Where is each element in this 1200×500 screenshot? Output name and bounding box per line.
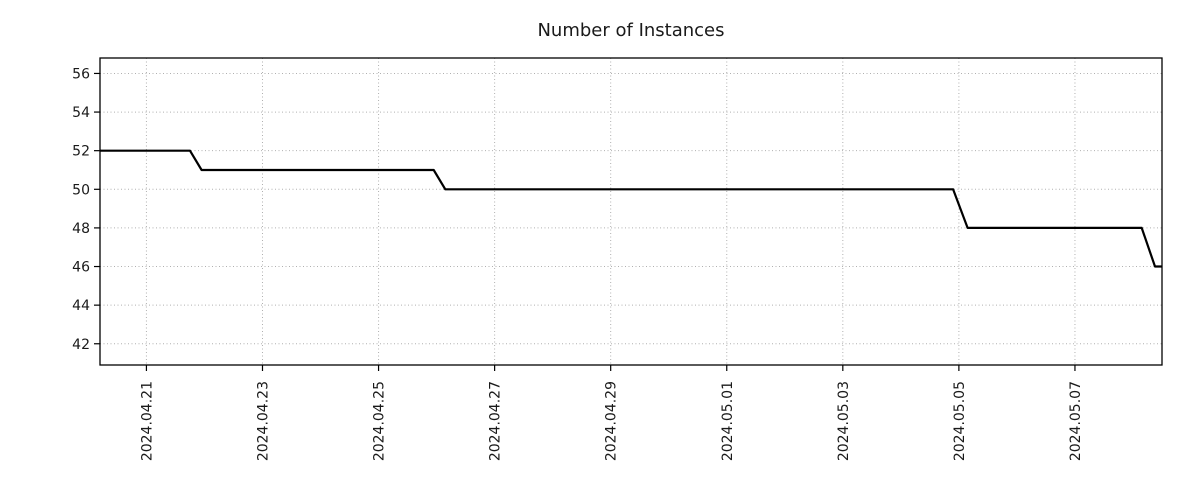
x-tick-label: 2024.04.25 xyxy=(372,381,388,461)
y-tick-label: 46 xyxy=(72,260,90,276)
x-tick-label: 2024.04.27 xyxy=(488,381,504,461)
y-tick-label: 54 xyxy=(72,105,90,121)
x-tick-label: 2024.05.01 xyxy=(720,381,736,461)
x-tick-label: 2024.04.29 xyxy=(604,381,620,461)
y-tick-label: 42 xyxy=(72,337,90,353)
series-line xyxy=(100,149,1162,268)
y-tick-label: 56 xyxy=(72,66,90,82)
plot-border xyxy=(99,57,1163,366)
grid-layer xyxy=(100,58,1162,365)
chart-title: Number of Instances xyxy=(537,20,724,41)
axis-layer: 42 44 46 48 50 52 54 56 2024.04.21 2024.04.23 2024… xyxy=(72,57,1163,461)
x-tick-label: 2024.05.05 xyxy=(952,381,968,461)
x-tick-label: 2024.05.07 xyxy=(1068,381,1084,461)
x-tick-label: 2024.04.21 xyxy=(139,381,155,461)
x-tick-label: 2024.05.03 xyxy=(836,381,852,461)
y-tick-label: 52 xyxy=(72,144,90,160)
x-tick-label: 2024.04.23 xyxy=(255,381,271,461)
y-tick-label: 48 xyxy=(72,221,90,237)
y-tick-label: 50 xyxy=(72,182,90,198)
y-tick-label: 44 xyxy=(72,298,90,314)
series-layer xyxy=(100,149,1162,268)
